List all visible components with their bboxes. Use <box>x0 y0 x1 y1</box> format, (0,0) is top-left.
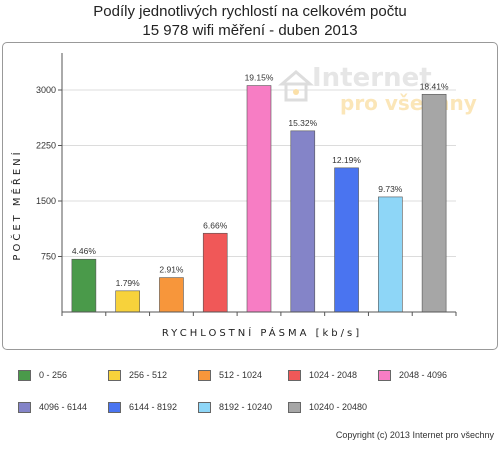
legend-label: 4096 - 6144 <box>39 402 88 412</box>
legend-label: 512 - 1024 <box>219 370 263 380</box>
bar <box>159 277 184 313</box>
legend-item: 8192 - 10240 <box>198 400 272 414</box>
chart-frame <box>2 42 498 350</box>
bar-data-label: 1.79% <box>116 278 141 288</box>
y-tick-labels: 750 1500 2250 3000 <box>36 85 62 262</box>
bar <box>334 167 359 313</box>
bar <box>71 258 97 313</box>
legend-swatch <box>18 369 31 381</box>
y-tick-label: 750 <box>41 252 56 262</box>
y-tick-label: 1500 <box>36 196 56 206</box>
chart-title: Podíly jednotlivých rychlostí na celkové… <box>0 2 500 40</box>
bar <box>246 85 272 313</box>
bar-data-label: 2.91% <box>159 265 184 275</box>
legend-swatch <box>288 401 301 413</box>
legend-swatch <box>108 401 121 413</box>
legend-label: 8192 - 10240 <box>219 402 273 412</box>
legend-item: 512 - 1024 <box>198 368 262 382</box>
bar <box>290 130 316 313</box>
watermark-line-1: Internet <box>312 63 432 93</box>
legend-swatch <box>198 369 211 381</box>
legend-label: 0 - 256 <box>39 370 68 380</box>
bar-data-label: 4.46% <box>72 246 97 256</box>
y-axis-title: POČET MĚŘENÍ <box>10 149 23 260</box>
chart-title-line-1: Podíly jednotlivých rychlostí na celkové… <box>93 3 407 20</box>
bar <box>378 196 403 313</box>
bar <box>115 290 140 313</box>
bar <box>421 93 447 313</box>
legend-item: 10240 - 20480 <box>288 400 367 414</box>
legend: 0 - 256 256 - 512 512 - 1024 1024 - 2048 204… <box>0 360 500 420</box>
legend-swatch <box>198 401 211 413</box>
axes <box>61 53 456 313</box>
legend-item: 6144 - 8192 <box>108 400 177 414</box>
legend-item: 256 - 512 <box>108 368 167 382</box>
bar-data-label: 12.19% <box>332 155 361 165</box>
legend-swatch <box>378 369 391 381</box>
legend-item: 2048 - 4096 <box>378 368 447 382</box>
copyright-text: Copyright (c) 2013 Internet pro všechny <box>335 430 494 440</box>
legend-label: 10240 - 20480 <box>309 402 368 412</box>
legend-swatch <box>288 369 301 381</box>
bar-data-label: 18.41% <box>420 81 449 91</box>
legend-label: 1024 - 2048 <box>309 370 358 380</box>
bar-data-label: 15.32% <box>288 118 317 128</box>
bar-data-label: 19.15% <box>245 73 274 83</box>
legend-label: 2048 - 4096 <box>399 370 448 380</box>
legend-label: 6144 - 8192 <box>129 402 178 412</box>
y-tick-label: 3000 <box>36 85 56 95</box>
y-tick-label: 2250 <box>36 141 56 151</box>
x-axis-title: RYCHLOSTNÍ PÁSMA [kb/s] <box>162 326 362 339</box>
watermark: Internet pro všechny <box>277 63 477 115</box>
bar <box>202 232 228 313</box>
chart-title-line-2: 15 978 wifi měření - duben 2013 <box>142 22 358 39</box>
watermark-line-2: pro všechny <box>340 91 477 115</box>
x-tick-marks <box>61 312 457 316</box>
legend-item: 0 - 256 <box>18 368 67 382</box>
legend-item: 4096 - 6144 <box>18 400 87 414</box>
bar-data-label: 6.66% <box>203 220 228 230</box>
bar-chart: Internet pro všechny 4.46% 1.79% 2.91% 6.66… <box>10 53 477 339</box>
legend-item: 1024 - 2048 <box>288 368 357 382</box>
bar-data-label: 9.73% <box>378 184 403 194</box>
legend-swatch <box>108 369 121 381</box>
legend-swatch <box>18 401 31 413</box>
house-icon <box>277 70 315 102</box>
legend-label: 256 - 512 <box>129 370 168 380</box>
